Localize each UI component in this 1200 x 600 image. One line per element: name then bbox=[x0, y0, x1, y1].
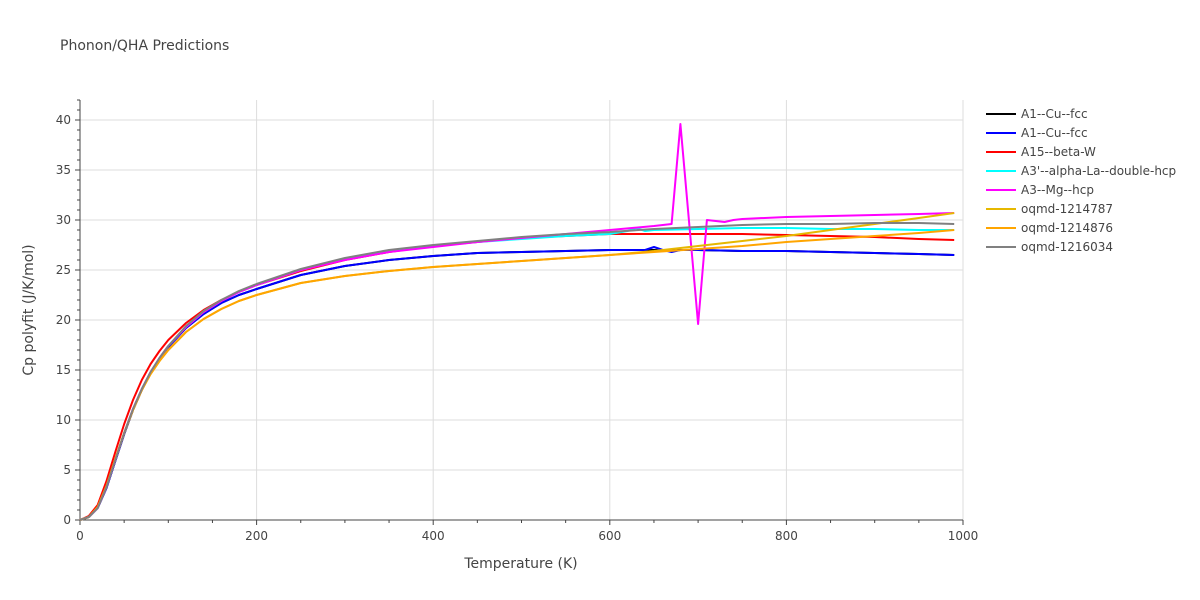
x-tick-label: 0 bbox=[76, 529, 84, 543]
legend-item-7[interactable]: oqmd-1216034 bbox=[986, 240, 1113, 254]
legend[interactable]: A1--Cu--fcc A1--Cu--fcc A15--beta-W A3'--al… bbox=[986, 107, 1176, 254]
y-tick-label: 10 bbox=[56, 413, 71, 427]
x-tick-label: 800 bbox=[775, 529, 798, 543]
legend-label: A1--Cu--fcc bbox=[1021, 107, 1088, 121]
chart-title: Phonon/QHA Predictions bbox=[60, 38, 229, 54]
y-tick-label: 0 bbox=[63, 513, 71, 527]
y-tick-label: 35 bbox=[56, 163, 71, 177]
x-axis-title: Temperature (K) bbox=[463, 556, 577, 572]
series-line-6 bbox=[79, 229, 955, 521]
legend-label: oqmd-1214876 bbox=[1021, 221, 1113, 235]
legend-item-4[interactable]: A3--Mg--hcp bbox=[986, 183, 1094, 197]
axes bbox=[79, 100, 963, 521]
y-tick-label: 30 bbox=[56, 213, 71, 227]
series-line-5 bbox=[79, 212, 955, 521]
y-ticks: 0 5 10 15 20 25 30 35 40 bbox=[56, 99, 80, 527]
legend-label: A3--Mg--hcp bbox=[1021, 183, 1094, 197]
y-tick-label: 40 bbox=[56, 113, 71, 127]
y-tick-label: 15 bbox=[56, 363, 71, 377]
y-tick-label: 25 bbox=[56, 263, 71, 277]
series-line-2 bbox=[79, 233, 955, 521]
series-line-0 bbox=[79, 249, 955, 521]
legend-label: oqmd-1216034 bbox=[1021, 240, 1113, 254]
series-line-3 bbox=[79, 227, 955, 521]
y-tick-label: 20 bbox=[56, 313, 71, 327]
x-tick-label: 400 bbox=[422, 529, 445, 543]
legend-item-3[interactable]: A3'--alpha-La--double-hcp bbox=[986, 164, 1176, 178]
series-line-4 bbox=[79, 123, 955, 521]
legend-label: A3'--alpha-La--double-hcp bbox=[1021, 164, 1176, 178]
series-line-7 bbox=[79, 222, 955, 521]
legend-item-2[interactable]: A15--beta-W bbox=[986, 145, 1096, 159]
y-axis-title: Cp polyfit (J/K/mol) bbox=[21, 244, 37, 375]
legend-item-0[interactable]: A1--Cu--fcc bbox=[986, 107, 1088, 121]
legend-label: A1--Cu--fcc bbox=[1021, 126, 1088, 140]
series-lines bbox=[79, 123, 955, 521]
legend-label: oqmd-1214787 bbox=[1021, 202, 1113, 216]
x-ticks: 0 200 400 600 800 1000 bbox=[76, 520, 978, 543]
y-tick-label: 5 bbox=[63, 463, 71, 477]
legend-item-1[interactable]: A1--Cu--fcc bbox=[986, 126, 1088, 140]
legend-item-6[interactable]: oqmd-1214876 bbox=[986, 221, 1113, 235]
legend-item-5[interactable]: oqmd-1214787 bbox=[986, 202, 1113, 216]
grid bbox=[80, 100, 964, 520]
legend-label: A15--beta-W bbox=[1021, 145, 1096, 159]
x-tick-label: 600 bbox=[598, 529, 621, 543]
x-tick-label: 1000 bbox=[948, 529, 979, 543]
series-line-1 bbox=[79, 246, 955, 521]
x-tick-label: 200 bbox=[245, 529, 268, 543]
